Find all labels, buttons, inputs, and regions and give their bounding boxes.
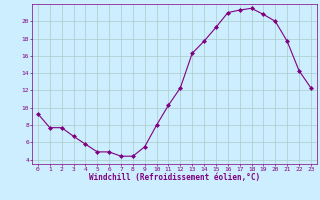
X-axis label: Windchill (Refroidissement éolien,°C): Windchill (Refroidissement éolien,°C) <box>89 173 260 182</box>
